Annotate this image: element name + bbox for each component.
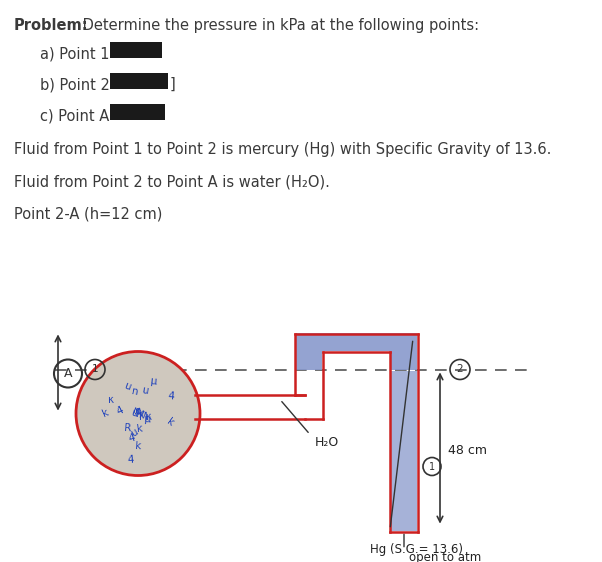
Text: Determine the pressure in kPa at the following points:: Determine the pressure in kPa at the fol… [78, 18, 479, 33]
Text: k: k [136, 423, 143, 434]
Text: 1: 1 [429, 461, 435, 472]
Text: Problem:: Problem: [14, 18, 88, 33]
Text: u: u [130, 408, 139, 419]
Text: 1: 1 [92, 365, 98, 374]
Text: Fluid from Point 1 to Point 2 is mercury (Hg) with Specific Gravity of 13.6.: Fluid from Point 1 to Point 2 is mercury… [14, 142, 551, 157]
Text: M: M [131, 407, 144, 420]
Text: n: n [130, 386, 138, 397]
Text: 4: 4 [115, 405, 126, 417]
Bar [110, 104, 165, 120]
Bar [110, 42, 162, 58]
Text: 4: 4 [126, 455, 134, 465]
Text: c) Point A: c) Point A [40, 108, 109, 123]
Text: b) Point 2: b) Point 2 [40, 77, 110, 92]
Circle shape [76, 351, 200, 475]
Text: H₂O: H₂O [315, 437, 340, 450]
Text: u: u [140, 385, 149, 396]
Text: A: A [64, 367, 72, 380]
Text: k: k [135, 441, 141, 451]
Text: M: M [139, 412, 148, 422]
Text: u: u [123, 381, 132, 393]
Text: Hg (S.G.= 13.6): Hg (S.G.= 13.6) [370, 543, 463, 556]
Text: 4: 4 [127, 432, 136, 444]
Bar [110, 73, 168, 89]
Text: n: n [131, 406, 140, 417]
Text: a) Point 1: a) Point 1 [40, 46, 110, 61]
Bar [391, 370, 417, 531]
Text: κ: κ [145, 412, 152, 422]
Text: κ: κ [107, 395, 114, 405]
Text: k: k [164, 417, 175, 428]
Text: Fluid from Point 2 to Point A is water (H₂O).: Fluid from Point 2 to Point A is water (… [14, 174, 330, 189]
Text: μ: μ [149, 376, 157, 386]
Text: 48 cm: 48 cm [448, 444, 487, 457]
Text: μ: μ [143, 414, 150, 424]
Text: open to atm: open to atm [409, 551, 481, 562]
Polygon shape [296, 333, 417, 369]
Text: u: u [129, 427, 140, 439]
Text: k: k [101, 407, 110, 419]
Text: Point 2-A (h=12 cm): Point 2-A (h=12 cm) [14, 206, 163, 221]
Text: R: R [125, 423, 132, 434]
Text: 4: 4 [168, 391, 175, 401]
Text: R: R [135, 409, 143, 419]
Text: ]: ] [170, 77, 176, 92]
Text: 2: 2 [457, 365, 464, 374]
